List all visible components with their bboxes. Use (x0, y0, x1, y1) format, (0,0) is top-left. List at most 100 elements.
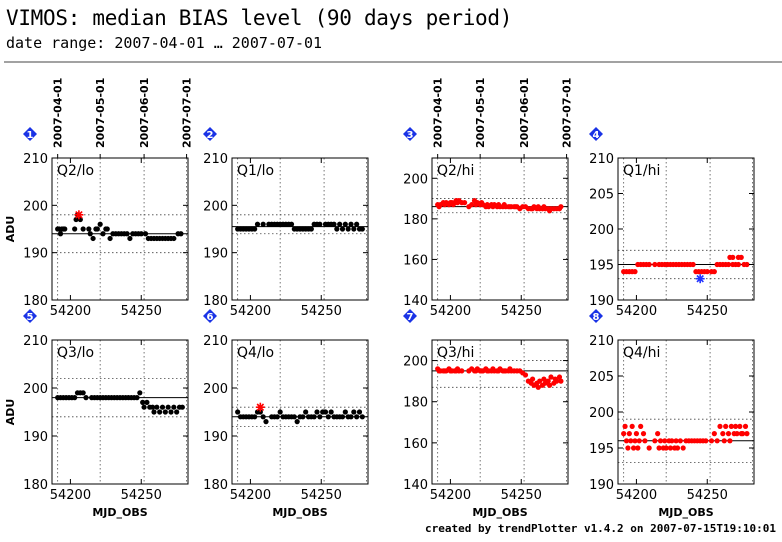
data-point (717, 423, 723, 429)
data-point (633, 431, 640, 437)
data-point (345, 226, 351, 232)
y-tick-label: 205 (589, 188, 614, 203)
data-point (359, 414, 365, 420)
data-point (356, 409, 363, 415)
data-point (334, 226, 340, 232)
data-point (638, 423, 644, 429)
x-tick-label: 54250 (121, 488, 162, 503)
x-tick-label: 54200 (430, 488, 471, 503)
x-axis-label: MJD_OBS (272, 506, 327, 519)
data-point (711, 269, 717, 275)
data-points (621, 423, 750, 451)
data-point (744, 431, 750, 437)
data-point (72, 226, 78, 232)
data-point (348, 221, 354, 227)
plot-frame (231, 157, 369, 301)
badge-number: 2 (207, 130, 214, 141)
badge-diamond (23, 309, 37, 323)
panel-label: Q3/hi (437, 345, 474, 361)
data-point (677, 438, 683, 444)
data-point (626, 431, 632, 437)
data-point (308, 226, 314, 232)
plot-frame (431, 157, 569, 301)
data-point (548, 374, 554, 380)
y-tick-label: 200 (403, 355, 428, 370)
data-point (623, 438, 630, 444)
badge-diamond (589, 127, 603, 141)
data-point (708, 438, 715, 444)
data-point (235, 409, 241, 415)
plot-frame (51, 339, 189, 485)
x-tick-label: 54250 (301, 488, 342, 503)
data-point (144, 399, 150, 405)
data-point (655, 431, 661, 437)
x-tick-label: 54200 (616, 304, 657, 319)
data-point (354, 221, 360, 227)
data-point (140, 399, 146, 405)
plot-frame (431, 339, 569, 485)
panel-label: Q1/hi (623, 163, 660, 179)
data-point (546, 382, 553, 388)
data-point (622, 423, 628, 429)
y-tick-label: 180 (403, 396, 428, 411)
data-point (652, 438, 658, 444)
data-point (522, 372, 529, 378)
data-points (235, 221, 365, 232)
data-point (662, 438, 668, 444)
y-tick-label: 180 (23, 478, 48, 493)
data-point (138, 231, 144, 237)
data-point (311, 414, 317, 420)
data-point (735, 261, 742, 268)
data-point (134, 395, 140, 401)
data-point (558, 378, 564, 384)
y-axis-label: ADU (4, 216, 17, 243)
y-tick-label: 180 (203, 478, 228, 493)
data-point (703, 438, 709, 444)
data-point (632, 269, 638, 275)
page-title: VIMOS: median BIAS level (90 days period… (6, 6, 513, 30)
badge-diamond (203, 309, 217, 323)
panel-2: 180 190 200 210 54200 54250 Q1/lo 2 (203, 127, 369, 319)
panel-label: Q4/hi (623, 345, 660, 361)
panel-label: Q1/lo (237, 163, 274, 179)
data-point (351, 409, 357, 415)
y-tick-label: 200 (589, 406, 614, 421)
plot-frame (51, 157, 189, 301)
data-point (80, 226, 86, 232)
y-tick-label: 140 (403, 294, 428, 309)
data-points (435, 198, 564, 214)
data-point (168, 409, 174, 415)
data-point (730, 254, 736, 260)
data-point (723, 423, 729, 429)
data-point (673, 438, 679, 444)
data-points (235, 409, 365, 425)
data-point (537, 378, 543, 384)
data-point (80, 390, 86, 396)
x-tick-label: 54200 (616, 488, 657, 503)
data-point (159, 404, 166, 410)
data-point (294, 419, 300, 425)
data-point (104, 226, 110, 232)
data-points (55, 212, 184, 242)
data-point (674, 445, 681, 451)
panel-4: 190 195 200 205 210 54200 54250 Q1/hi 4 (589, 127, 755, 319)
panel-label: Q3/lo (57, 345, 94, 361)
data-point (636, 438, 642, 444)
data-point (87, 231, 93, 237)
data-point (142, 231, 149, 237)
y-tick-label: 200 (23, 199, 48, 214)
data-point (178, 231, 184, 237)
data-point (254, 221, 261, 227)
data-point (727, 438, 733, 444)
data-point (260, 414, 266, 420)
y-tick-label: 140 (403, 478, 428, 493)
y-tick-label: 190 (589, 478, 614, 493)
date-tick-label: 2007-04-01 (432, 78, 445, 148)
data-points (621, 254, 750, 275)
panel-label: Q2/hi (437, 163, 474, 179)
x-tick-label: 54250 (687, 488, 728, 503)
data-point (339, 414, 346, 420)
data-point (83, 395, 89, 401)
data-point (711, 431, 717, 437)
